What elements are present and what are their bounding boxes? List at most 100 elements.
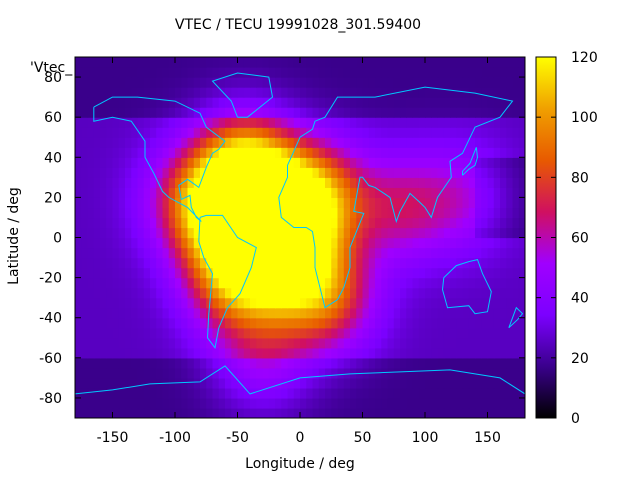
heatmap-cell	[206, 137, 214, 148]
heatmap-cell	[106, 147, 114, 158]
heatmap-cell	[125, 207, 132, 219]
heatmap-cell	[87, 217, 95, 229]
heatmap-cell	[350, 167, 357, 178]
heatmap-cell	[337, 227, 345, 239]
heatmap-cell	[393, 177, 401, 188]
heatmap-cell	[125, 157, 132, 168]
heatmap-cell	[137, 407, 145, 418]
heatmap-cell	[118, 197, 126, 209]
heatmap-cell	[450, 267, 457, 279]
heatmap-cell	[481, 87, 489, 98]
heatmap-cell	[87, 257, 95, 269]
heatmap-cell	[418, 237, 426, 249]
heatmap-cell	[362, 297, 370, 309]
heatmap-cell	[206, 127, 214, 138]
heatmap-cell	[393, 147, 401, 158]
heatmap-cell	[468, 407, 476, 418]
heatmap-cell	[150, 407, 157, 418]
heatmap-cell	[306, 407, 314, 418]
heatmap-cell	[112, 227, 120, 239]
heatmap-cell	[393, 337, 401, 349]
heatmap-cell	[418, 87, 426, 98]
heatmap-cell	[325, 177, 332, 188]
heatmap-cell	[281, 137, 289, 148]
heatmap-cell	[293, 97, 301, 108]
heatmap-cell	[275, 297, 282, 309]
heatmap-cell	[237, 177, 245, 188]
heatmap-cell	[162, 297, 170, 309]
heatmap-cell	[181, 307, 189, 319]
heatmap-cell	[312, 247, 320, 259]
heatmap-cell	[437, 137, 445, 148]
heatmap-cell	[293, 357, 301, 369]
heatmap-cell	[281, 337, 289, 349]
heatmap-cell	[331, 67, 339, 78]
heatmap-cell	[150, 247, 157, 259]
heatmap-cell	[150, 197, 157, 209]
heatmap-cell	[131, 317, 139, 329]
heatmap-cell	[181, 67, 189, 78]
heatmap-cell	[381, 367, 389, 379]
heatmap-cell	[212, 107, 220, 118]
heatmap-cell	[112, 377, 120, 389]
heatmap-cell	[243, 97, 251, 108]
heatmap-cell	[175, 57, 182, 68]
heatmap-cell	[300, 97, 307, 108]
heatmap-cell	[406, 137, 414, 148]
heatmap-cell	[412, 117, 420, 128]
heatmap-cell	[362, 257, 370, 269]
heatmap-cell	[337, 307, 345, 319]
heatmap-cell	[131, 267, 139, 279]
heatmap-cell	[75, 287, 82, 299]
heatmap-cell	[112, 97, 120, 108]
heatmap-cell	[343, 97, 351, 108]
heatmap-cell	[475, 187, 482, 198]
heatmap-cell	[337, 157, 345, 168]
heatmap-cell	[512, 257, 520, 269]
heatmap-cell	[500, 377, 507, 389]
heatmap-cell	[475, 197, 482, 209]
heatmap-cell	[456, 247, 464, 259]
heatmap-cell	[137, 317, 145, 329]
heatmap-cell	[212, 207, 220, 219]
heatmap-cell	[462, 347, 470, 359]
heatmap-cell	[206, 367, 214, 379]
heatmap-cell	[300, 277, 307, 289]
heatmap-cell	[400, 247, 407, 259]
heatmap-cell	[193, 207, 201, 219]
heatmap-cell	[106, 127, 114, 138]
heatmap-cell	[200, 87, 207, 98]
heatmap-cell	[500, 267, 507, 279]
heatmap-cell	[356, 247, 364, 259]
heatmap-cell	[187, 347, 195, 359]
heatmap-cell	[237, 187, 245, 198]
heatmap-cell	[125, 87, 132, 98]
heatmap-cell	[487, 407, 495, 418]
heatmap-cell	[312, 67, 320, 78]
heatmap-cell	[268, 367, 276, 379]
heatmap-cell	[450, 77, 457, 88]
heatmap-cell	[87, 117, 95, 128]
heatmap-cell	[500, 187, 507, 198]
heatmap-cell	[162, 157, 170, 168]
heatmap-cell	[243, 367, 251, 379]
heatmap-cell	[131, 407, 139, 418]
heatmap-cell	[468, 287, 476, 299]
heatmap-cell	[225, 407, 232, 418]
heatmap-cell	[500, 357, 507, 369]
heatmap-cell	[481, 237, 489, 249]
heatmap-cell	[350, 147, 357, 158]
heatmap-cell	[231, 127, 239, 138]
heatmap-cell	[518, 177, 525, 188]
heatmap-cell	[131, 247, 139, 259]
heatmap-cell	[187, 237, 195, 249]
heatmap-cell	[418, 197, 426, 209]
heatmap-cell	[475, 407, 482, 418]
heatmap-cell	[412, 197, 420, 209]
heatmap-cell	[437, 157, 445, 168]
heatmap-cell	[450, 107, 457, 118]
heatmap-cell	[268, 77, 276, 88]
heatmap-cell	[450, 237, 457, 249]
heatmap-cell	[375, 97, 382, 108]
heatmap-cell	[75, 207, 82, 219]
